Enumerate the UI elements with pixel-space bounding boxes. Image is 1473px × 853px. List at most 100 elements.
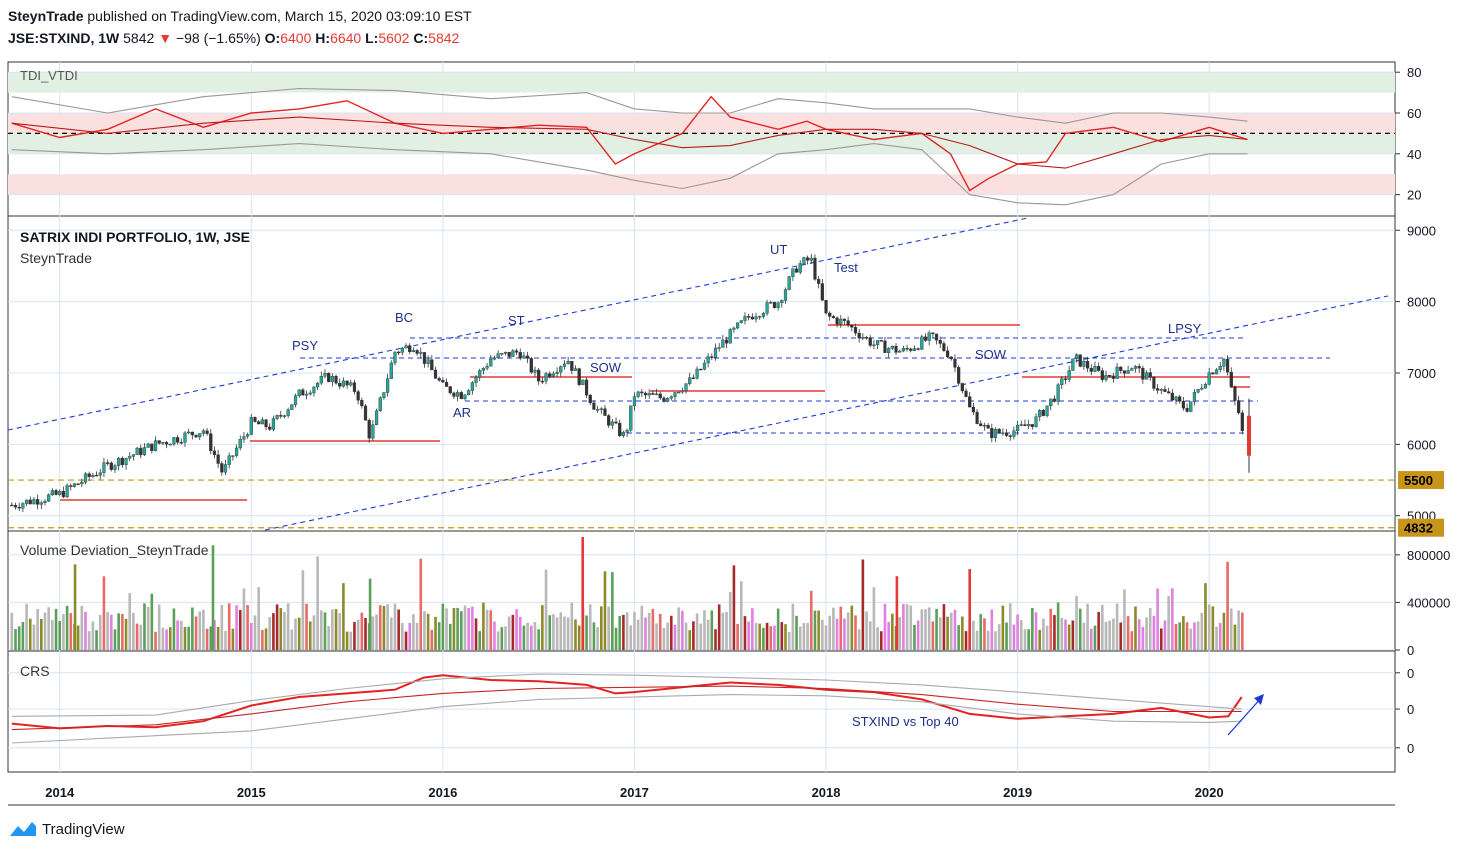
volume-bar: [371, 616, 375, 650]
candle-body: [238, 439, 242, 449]
volume-bar: [25, 603, 28, 650]
candle-body: [345, 380, 349, 386]
candle-body: [94, 474, 99, 477]
candle-body: [301, 389, 305, 396]
candle-body: [91, 474, 95, 477]
candle-body: [10, 504, 14, 507]
candle-body: [750, 316, 754, 320]
volume-bar: [1226, 561, 1229, 650]
candle-body: [1170, 392, 1174, 401]
volume-bar: [633, 612, 636, 650]
candle-body: [931, 332, 935, 335]
osc-y-tick: 20: [1407, 188, 1421, 203]
candle-body: [223, 464, 228, 473]
volume-bar: [17, 626, 21, 650]
volume-bar: [1112, 618, 1115, 650]
volume-bar: [526, 622, 529, 650]
volume-bar: [765, 622, 769, 650]
candle-body: [216, 454, 220, 464]
candle-body: [1133, 366, 1138, 369]
volume-bar: [832, 607, 835, 650]
volume-bar: [647, 612, 651, 650]
candle-body: [916, 348, 920, 350]
volume-bar: [909, 605, 913, 650]
candle-body: [411, 350, 416, 353]
candle-body: [1119, 366, 1123, 371]
volume-bar: [437, 622, 441, 650]
candle-body: [422, 352, 427, 364]
candle-body: [573, 368, 578, 371]
volume-bar: [441, 603, 445, 650]
candle-body: [625, 430, 629, 433]
volume-bar: [552, 614, 555, 650]
price-title: SATRIX INDI PORTFOLIO, 1W, JSE: [20, 229, 250, 245]
volume-bar: [986, 630, 990, 650]
tradingview-brand[interactable]: TradingView: [8, 820, 125, 838]
volume-bar: [592, 622, 596, 650]
candle-body: [1012, 430, 1016, 437]
volume-bar: [913, 624, 916, 650]
candle-body: [802, 257, 806, 264]
author-name[interactable]: SteynTrade: [8, 8, 84, 24]
candle-body: [551, 373, 555, 377]
candle-body: [109, 462, 113, 470]
candle-body: [36, 499, 40, 505]
candle-body: [699, 368, 703, 371]
candle-body: [76, 483, 80, 485]
volume-bar: [868, 621, 872, 650]
candle-body: [327, 373, 331, 382]
candle-body: [640, 391, 644, 394]
candle-body: [820, 283, 824, 301]
candle-body: [761, 313, 765, 317]
candle-body: [139, 447, 143, 456]
wyckoff-label-lpsy: LPSY: [1168, 321, 1202, 336]
volume-bar: [323, 612, 327, 650]
symbol-label[interactable]: JSE:STXIND, 1W: [8, 30, 120, 46]
volume-bar: [743, 616, 747, 650]
candle-body: [1155, 388, 1160, 391]
candle-body: [1218, 366, 1222, 370]
volume-bar: [84, 611, 87, 650]
candle-body: [1178, 396, 1182, 402]
candle-body: [817, 279, 821, 284]
candle-body: [17, 506, 21, 509]
volume-bar: [235, 605, 238, 650]
volume-bar: [69, 613, 73, 650]
candle-body: [1063, 378, 1068, 380]
volume-bar: [927, 607, 931, 650]
volume-bar: [515, 609, 518, 650]
volume-bar: [655, 623, 658, 650]
volume-bar: [994, 631, 997, 650]
volume-bar: [957, 625, 960, 650]
candle-body: [706, 356, 710, 364]
volume-bar: [349, 631, 353, 650]
tradingview-logo-icon: [10, 822, 36, 836]
volume-bar: [216, 626, 220, 650]
volume-bar: [574, 619, 577, 650]
candle-body: [618, 422, 622, 437]
candle-body: [529, 358, 533, 373]
volume-bar: [1156, 588, 1159, 650]
candle-body: [1137, 366, 1141, 369]
volume-bar: [1233, 624, 1237, 650]
volume-bar: [238, 610, 242, 650]
volume-bar: [843, 618, 846, 650]
candle-body: [1104, 374, 1108, 380]
candle-body: [747, 316, 751, 318]
volume-bar: [386, 604, 389, 650]
volume-bar: [747, 621, 750, 650]
candle-body: [459, 392, 463, 400]
candle-body: [415, 350, 419, 354]
candle-body: [1001, 432, 1005, 434]
candle-body: [367, 419, 371, 439]
volume-bar: [297, 617, 301, 650]
volume-bar: [1089, 628, 1093, 650]
volume-bar: [342, 583, 345, 650]
volume-bar: [997, 624, 1001, 650]
candle-body: [1144, 372, 1149, 380]
candle-body: [934, 333, 939, 341]
volume-spike-bar: [968, 569, 972, 650]
volume-bar: [1078, 608, 1082, 650]
volume-bar: [290, 629, 294, 650]
